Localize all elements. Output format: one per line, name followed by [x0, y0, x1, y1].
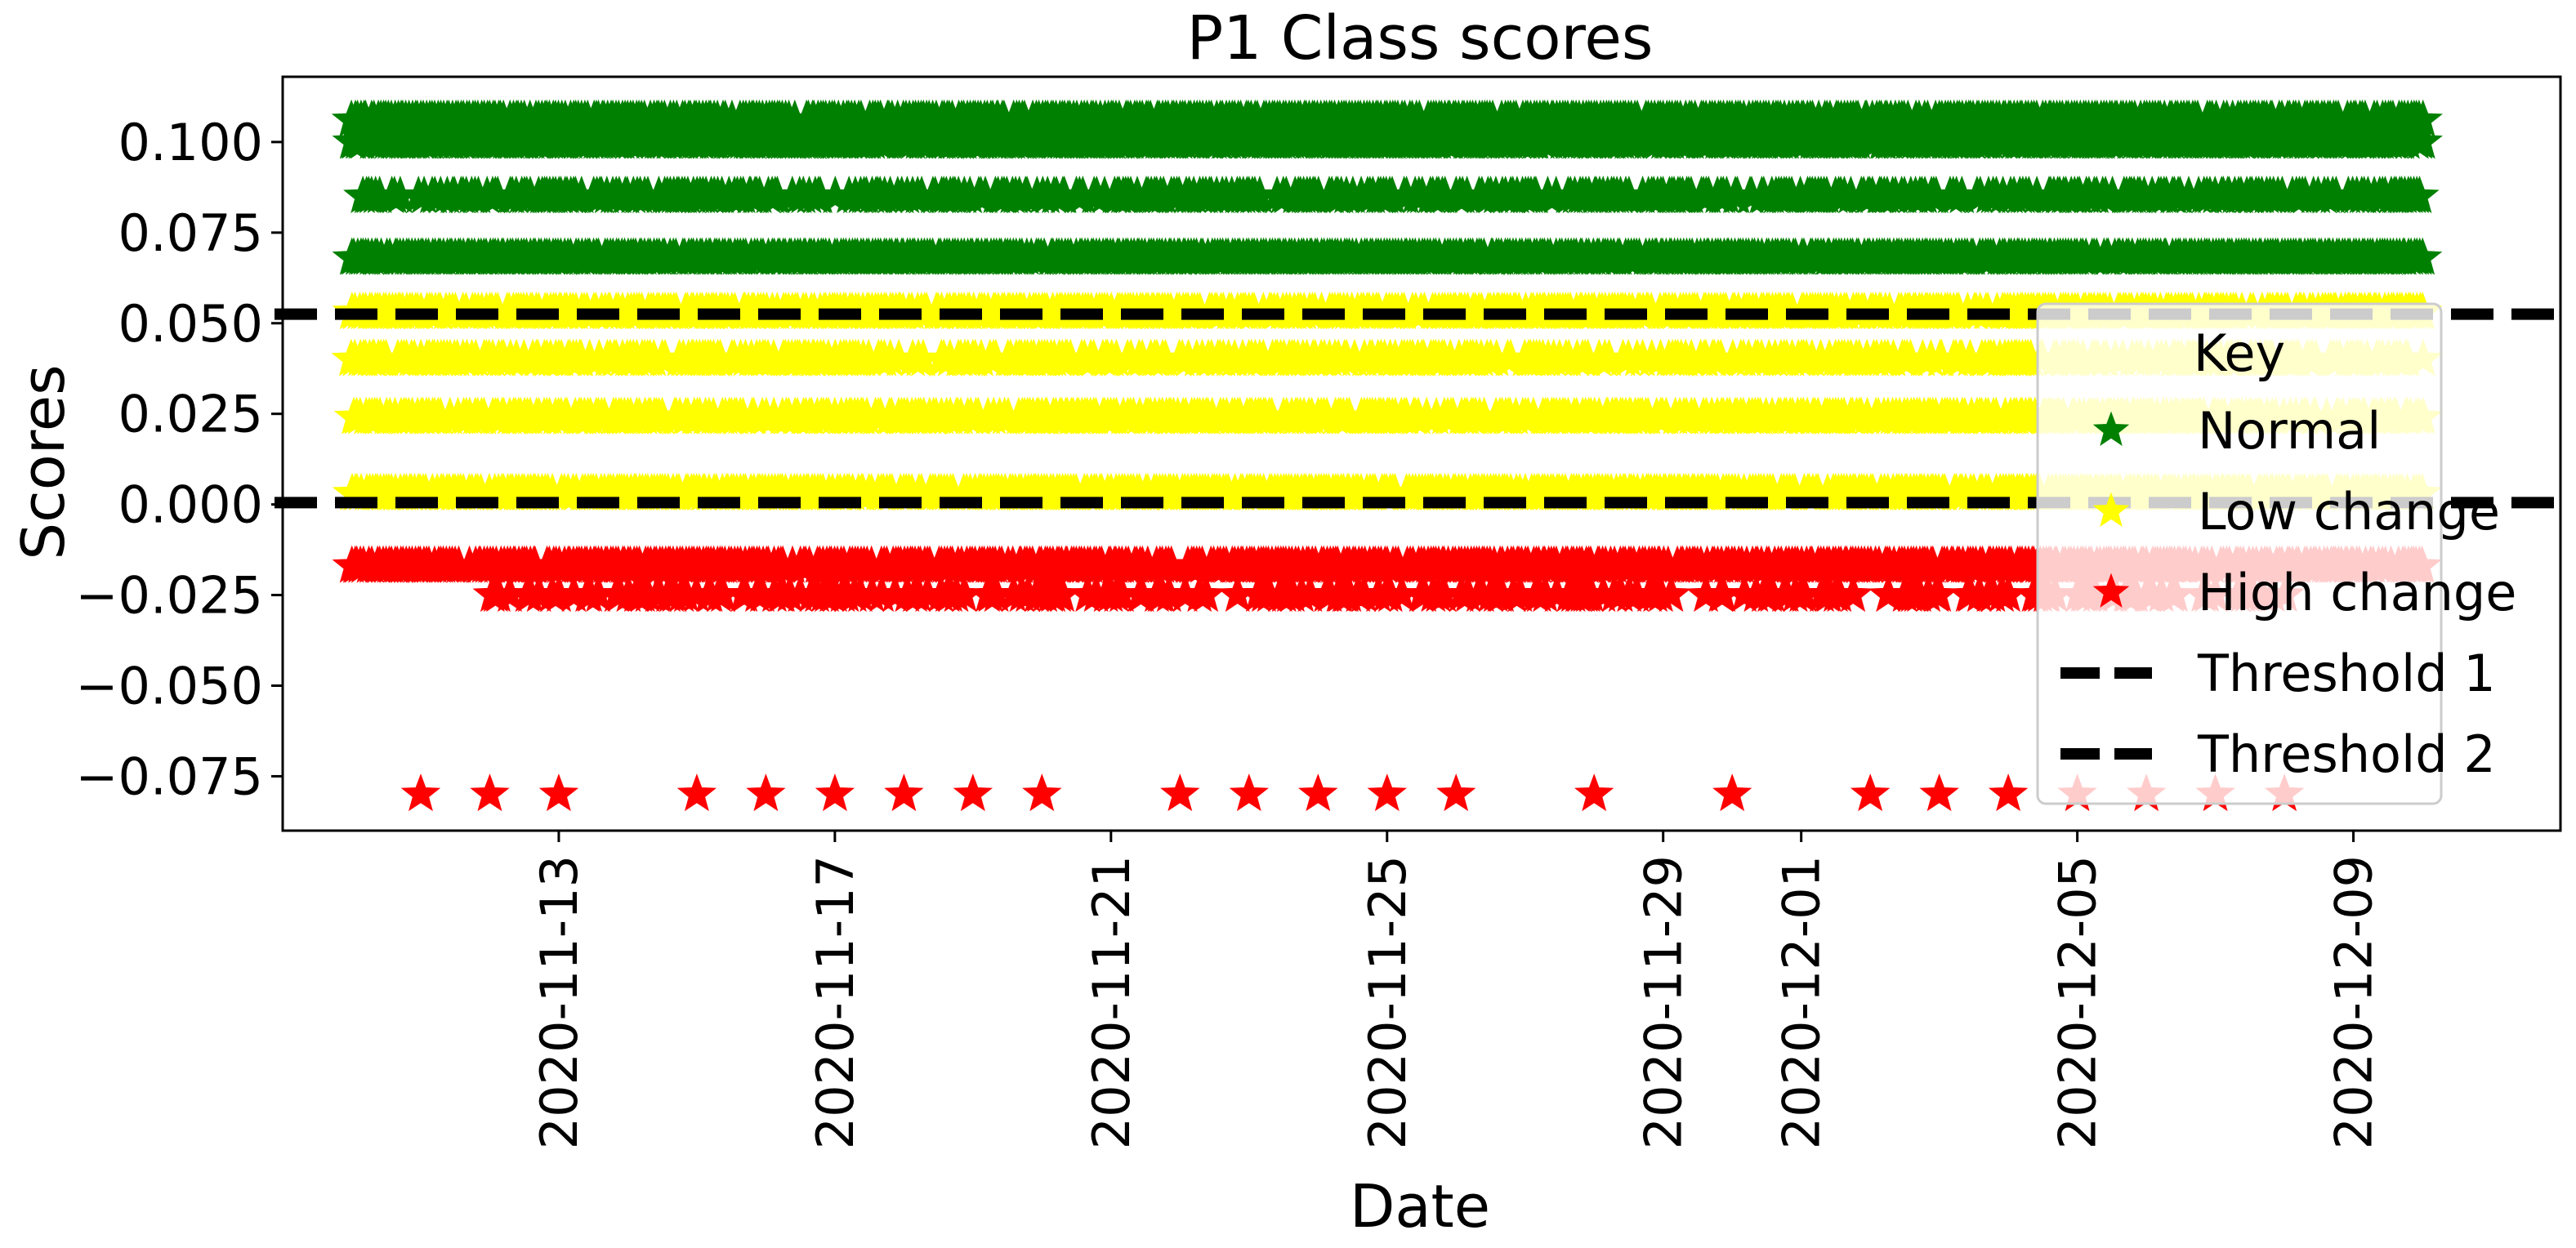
y-tick-label: 0.000: [118, 475, 264, 535]
y-tick-label: 0.025: [118, 385, 264, 444]
x-tick-label: 2020-12-09: [2324, 855, 2384, 1149]
x-tick-label: 2020-12-05: [2048, 855, 2108, 1149]
legend-label: High change: [2198, 563, 2516, 622]
y-tick-label: 0.100: [118, 113, 264, 172]
y-tick-label: 0.075: [118, 203, 264, 263]
x-tick-label: 2020-11-29: [1634, 855, 1694, 1149]
data-point: [333, 123, 2442, 158]
data-point: [333, 238, 2441, 274]
legend-title: Key: [2194, 323, 2285, 383]
x-tick-label: 2020-11-21: [1082, 855, 1141, 1149]
y-tick-label: −0.050: [76, 657, 263, 716]
legend-label: Low change: [2198, 482, 2500, 542]
legend-label: Normal: [2198, 401, 2381, 461]
x-tick-label: 2020-11-17: [806, 855, 865, 1149]
y-tick-label: 0.050: [118, 294, 264, 354]
y-tick-label: −0.075: [76, 747, 263, 806]
x-tick-label: 2020-11-25: [1358, 855, 1417, 1149]
x-axis-label: Date: [1350, 1172, 1490, 1241]
legend-label: Threshold 2: [2197, 724, 2496, 784]
y-tick-label: −0.025: [76, 566, 263, 626]
data-point: [344, 176, 2438, 212]
x-tick-label: 2020-11-13: [529, 855, 589, 1149]
y-axis-label: Scores: [9, 364, 78, 559]
legend-label: Threshold 1: [2197, 644, 2496, 703]
x-tick-label: 2020-12-01: [1772, 855, 1832, 1149]
chart-title: P1 Class scores: [1187, 3, 1654, 74]
